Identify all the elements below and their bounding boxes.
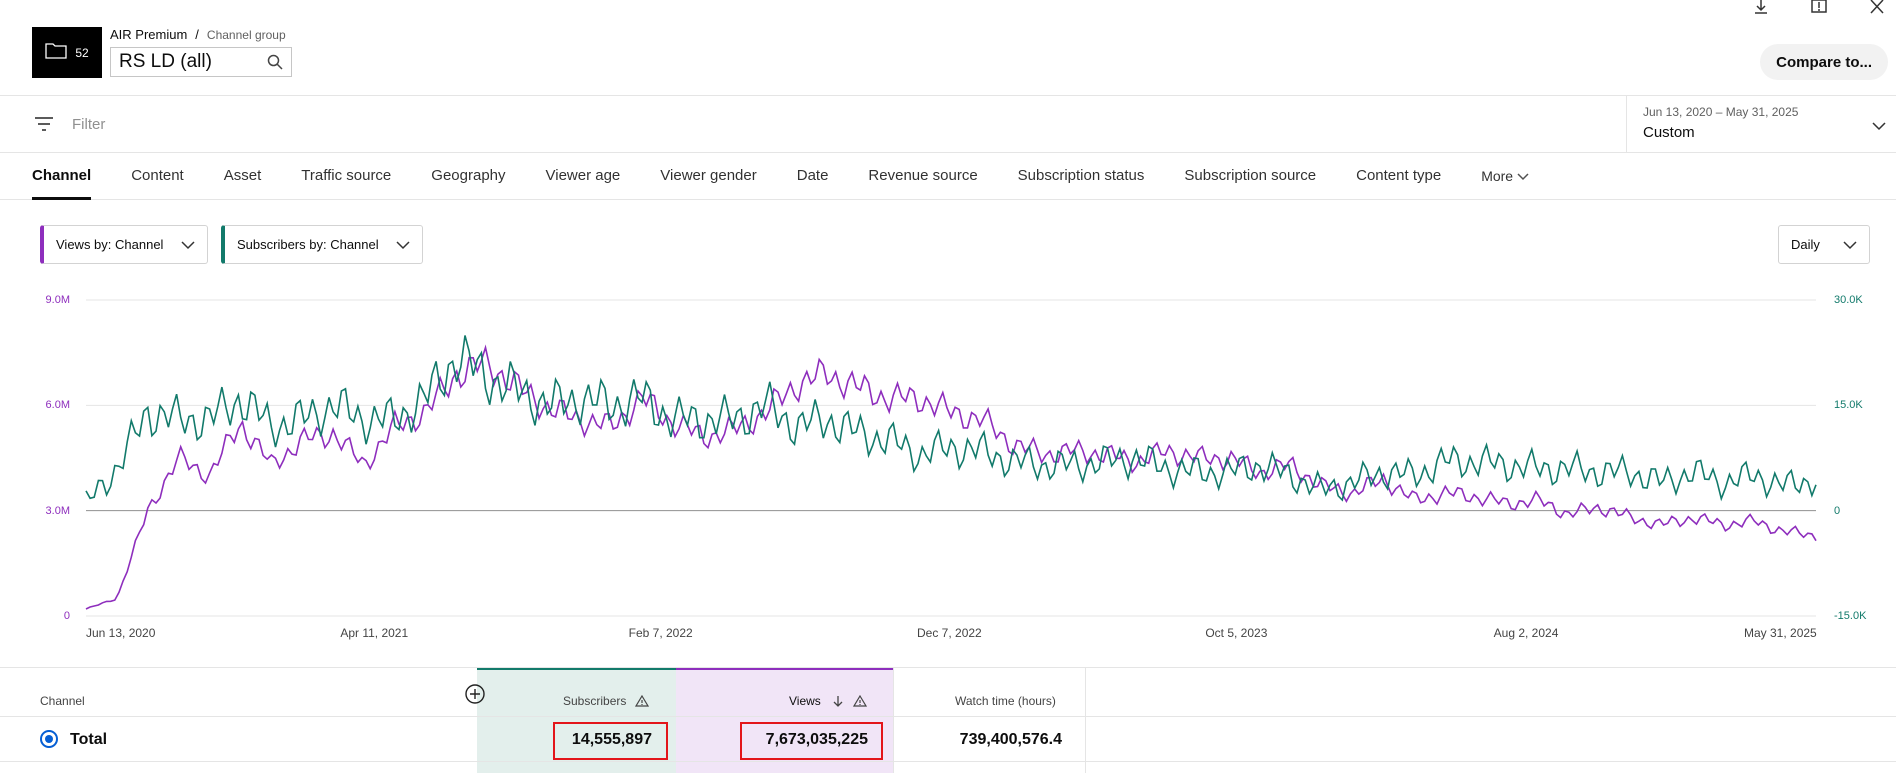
- tab-subscription-status[interactable]: Subscription status: [1017, 167, 1145, 184]
- breadcrumb-current: Channel group: [206, 28, 286, 42]
- x-tick-label: Feb 7, 2022: [628, 626, 693, 640]
- series-line-subscribers: [85, 335, 1817, 502]
- filter-bar: Filter Jun 13, 2020 – May 31, 2025 Custo…: [0, 95, 1896, 153]
- channel-group-tile[interactable]: 52: [32, 27, 102, 78]
- highlight-box-subscribers: [553, 722, 668, 760]
- group-count: 52: [75, 45, 89, 60]
- tab-content-type[interactable]: Content type: [1356, 167, 1442, 184]
- filter-icon[interactable]: [34, 116, 54, 137]
- date-range-text: Jun 13, 2020 – May 31, 2025: [1643, 105, 1799, 119]
- total-subscribers: 14,555,897: [571, 731, 652, 748]
- y-right-tick-label: 15.0K: [1834, 399, 1863, 412]
- chevron-down-icon: [1517, 154, 1529, 199]
- x-tick-label: Jun 13, 2020: [86, 626, 156, 640]
- warning-icon: [847, 694, 868, 708]
- breadcrumb: AIR Premium / Channel group: [110, 27, 286, 42]
- y-right-tick-label: 30.0K: [1834, 294, 1863, 306]
- tab-subscription-source[interactable]: Subscription source: [1184, 167, 1317, 184]
- folder-icon: [45, 43, 67, 62]
- dimension-tabs: Channel Content Asset Traffic source Geograp…: [0, 153, 1896, 200]
- y-left-tick-label: 9.0M: [45, 294, 70, 306]
- feedback-icon[interactable]: [1808, 0, 1830, 14]
- compare-to-button[interactable]: Compare to...: [1760, 44, 1888, 80]
- subscribers-metric-selector[interactable]: Subscribers by: Channel: [221, 225, 423, 264]
- chevron-down-icon: [1843, 238, 1857, 253]
- total-row: [0, 716, 1896, 762]
- sort-down-icon: [824, 694, 844, 708]
- line-chart: 9.0M 6.0M 3.0M 0 30.0K 15.0K 0 -15.0K Jun 13, 20…: [0, 280, 1896, 650]
- watch-time-column-header[interactable]: Watch time (hours): [955, 694, 1056, 708]
- x-tick-label: May 31, 2025: [1744, 626, 1817, 640]
- search-icon[interactable]: [267, 54, 283, 76]
- watch-time-column-bg: [893, 668, 1086, 773]
- chart-plot: [85, 299, 1817, 617]
- subscribers-column-header[interactable]: Subscribers: [563, 694, 649, 708]
- total-label: Total: [70, 731, 108, 748]
- interval-selector[interactable]: Daily: [1778, 225, 1870, 264]
- tab-channel[interactable]: Channel: [32, 153, 92, 200]
- tab-more[interactable]: More: [1481, 153, 1529, 200]
- tab-viewer-gender[interactable]: Viewer gender: [660, 167, 757, 184]
- tab-viewer-age[interactable]: Viewer age: [545, 167, 621, 184]
- y-left-tick-label: 3.0M: [45, 504, 70, 517]
- chevron-down-icon: [181, 238, 195, 253]
- x-tick-label: Oct 5, 2023: [1205, 626, 1268, 640]
- tab-date[interactable]: Date: [796, 167, 829, 184]
- search-value: RS LD (all): [119, 51, 212, 72]
- total-watch-time: 739,400,576.4: [959, 731, 1062, 748]
- subscribers-selector-label: Subscribers by: Channel: [237, 237, 379, 252]
- date-range-selector[interactable]: Jun 13, 2020 – May 31, 2025 Custom: [1626, 96, 1896, 153]
- metrics-table: Channel Subscribers Views Watch time (ho…: [0, 667, 1896, 773]
- tab-traffic-source[interactable]: Traffic source: [301, 167, 392, 184]
- x-tick-label: Aug 2, 2024: [1493, 626, 1559, 640]
- warning-icon: [630, 694, 649, 708]
- chevron-down-icon: [396, 238, 410, 253]
- x-tick-label: Dec 7, 2022: [917, 626, 982, 640]
- total-views: 7,673,035,225: [765, 731, 868, 748]
- y-left-tick-label: 0: [63, 610, 70, 622]
- x-tick-label: Apr 11, 2021: [340, 626, 409, 640]
- tab-revenue-source[interactable]: Revenue source: [868, 167, 978, 184]
- channel-column-header[interactable]: Channel: [40, 694, 85, 708]
- date-mode: Custom: [1643, 124, 1695, 141]
- views-selector-label: Views by: Channel: [56, 237, 164, 252]
- highlight-box-views: [740, 722, 883, 760]
- close-icon[interactable]: [1866, 0, 1888, 14]
- tab-geography[interactable]: Geography: [431, 167, 506, 184]
- y-left-tick-label: 6.0M: [45, 399, 70, 412]
- series-line-views: [85, 344, 1817, 610]
- tab-asset[interactable]: Asset: [223, 167, 262, 184]
- header: 52 AIR Premium / Channel group RS LD (all)…: [0, 0, 1896, 96]
- chevron-down-icon: [1872, 118, 1886, 136]
- interval-label: Daily: [1791, 237, 1820, 252]
- views-metric-selector[interactable]: Views by: Channel: [40, 225, 208, 264]
- views-column-header[interactable]: Views: [789, 694, 868, 708]
- window-controls: [1750, 0, 1896, 14]
- y-right-tick-label: 0: [1834, 504, 1841, 517]
- filter-input[interactable]: Filter: [72, 116, 106, 133]
- subscribers-column-bg: [477, 668, 676, 773]
- views-column-bg: [676, 668, 893, 773]
- channel-search-input[interactable]: RS LD (all): [110, 47, 292, 77]
- tab-content[interactable]: Content: [131, 167, 184, 184]
- total-radio-button[interactable]: [40, 730, 58, 748]
- y-right-tick-label: -15.0K: [1834, 610, 1867, 622]
- breadcrumb-parent[interactable]: AIR Premium: [110, 27, 188, 42]
- add-column-icon[interactable]: [465, 684, 485, 704]
- download-icon[interactable]: [1750, 0, 1772, 14]
